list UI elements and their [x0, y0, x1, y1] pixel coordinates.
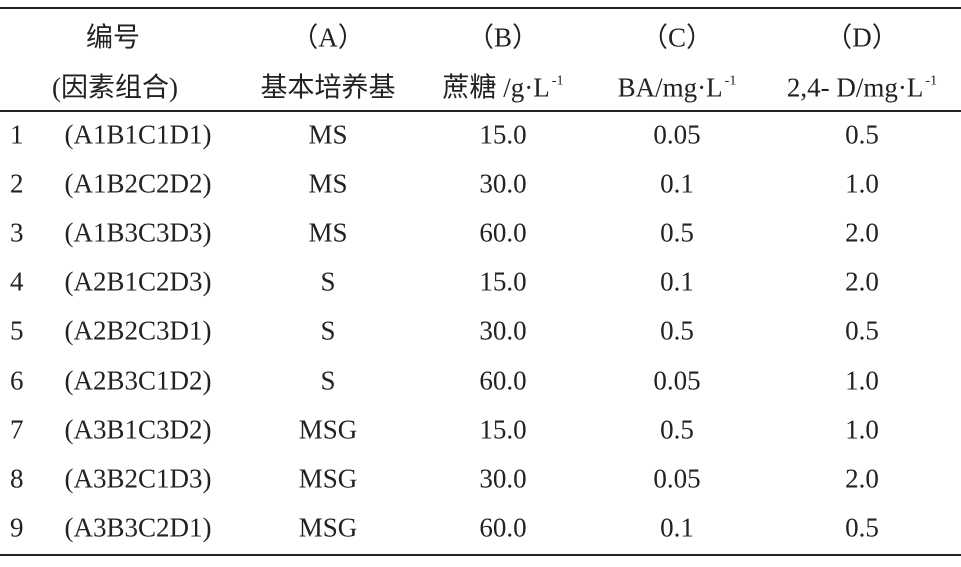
d24-cell: 1.0: [845, 365, 879, 395]
sucrose-cell: 30.0: [479, 168, 527, 199]
ba-cell: 0.5: [660, 315, 694, 346]
d24-cell: 1.0: [845, 168, 879, 199]
top-rule: [0, 7, 961, 9]
row-number-cell: 7: [10, 414, 24, 445]
header-cell: BA/mg·L -1: [617, 72, 737, 103]
sucrose-cell: 15.0: [479, 414, 527, 445]
d24-cell: 0.5: [845, 512, 879, 543]
header-superscript: -1: [551, 73, 564, 89]
factor-combination-cell: (A2B1C2D3): [64, 266, 212, 297]
header-cell: （C）: [640, 22, 714, 53]
d24-cell: 2.0: [845, 217, 879, 248]
row-number-cell: 5: [10, 315, 24, 346]
sucrose-cell: 15.0: [479, 266, 527, 297]
sucrose-cell: 60.0: [479, 217, 527, 248]
medium-cell: S: [320, 315, 336, 346]
ba-cell: 0.05: [653, 365, 701, 395]
sucrose-cell: 60.0: [479, 512, 527, 543]
medium-cell: MSG: [298, 463, 358, 494]
row-number-cell: 1: [10, 119, 24, 150]
header-cell: （A）: [291, 22, 365, 53]
factor-combination-cell: (A2B2C3D1): [64, 315, 212, 346]
header-text: BA/mg·L: [617, 72, 723, 103]
row-number-cell: 4: [10, 266, 24, 297]
sucrose-cell: 15.0: [479, 119, 527, 150]
ba-cell: 0.1: [660, 168, 694, 199]
header-cell: 基本培养基: [260, 72, 396, 103]
header-superscript: -1: [724, 73, 737, 89]
factor-combination-cell: (A1B3C3D3): [64, 217, 212, 248]
ba-cell: 0.05: [653, 463, 701, 494]
ba-cell: 0.1: [660, 266, 694, 297]
d24-cell: 2.0: [845, 266, 879, 297]
medium-cell: MSG: [298, 414, 358, 445]
factor-combination-cell: (A2B3C1D2): [64, 365, 212, 395]
medium-cell: MS: [308, 119, 348, 150]
header-text: 基本培养基: [260, 72, 396, 103]
header-superscript: -1: [925, 73, 938, 89]
header-text: 蔗糖 /g·L: [442, 72, 550, 103]
row-number-cell: 6: [10, 365, 24, 395]
header-text: 2,4- D/mg·L: [786, 72, 924, 103]
ba-cell: 0.05: [653, 119, 701, 150]
d24-cell: 0.5: [845, 315, 879, 346]
sucrose-cell: 30.0: [479, 315, 527, 346]
header-cell: 编号: [86, 22, 140, 53]
medium-cell: S: [320, 266, 336, 297]
header-text: (因素组合): [52, 72, 178, 103]
medium-cell: S: [320, 365, 336, 395]
header-cell: 2,4- D/mg·L -1: [786, 72, 938, 103]
row-number-cell: 8: [10, 463, 24, 494]
ba-cell: 0.5: [660, 414, 694, 445]
row-number-cell: 9: [10, 512, 24, 543]
d24-cell: 0.5: [845, 119, 879, 150]
medium-cell: MS: [308, 217, 348, 248]
header-cell: （D）: [825, 22, 899, 53]
d24-cell: 1.0: [845, 414, 879, 445]
factor-combination-cell: (A3B3C2D1): [64, 512, 212, 543]
factor-combination-cell: (A1B1C1D1): [64, 119, 212, 150]
medium-cell: MSG: [298, 512, 358, 543]
header-cell: 蔗糖 /g·L -1: [442, 72, 564, 103]
sucrose-cell: 30.0: [479, 463, 527, 494]
header-cell: (因素组合): [52, 72, 178, 103]
factor-combination-cell: (A1B2C2D2): [64, 168, 212, 199]
row-number-cell: 3: [10, 217, 24, 248]
factor-combination-cell: (A3B1C3D2): [64, 414, 212, 445]
header-rule: [0, 110, 961, 112]
factor-combination-cell: (A3B2C1D3): [64, 463, 212, 494]
header-cell: （B）: [466, 22, 540, 53]
ba-cell: 0.1: [660, 512, 694, 543]
ba-cell: 0.5: [660, 217, 694, 248]
medium-cell: MS: [308, 168, 348, 199]
d24-cell: 2.0: [845, 463, 879, 494]
row-number-cell: 2: [10, 168, 24, 199]
bottom-rule: [0, 554, 961, 556]
sucrose-cell: 60.0: [479, 365, 527, 395]
